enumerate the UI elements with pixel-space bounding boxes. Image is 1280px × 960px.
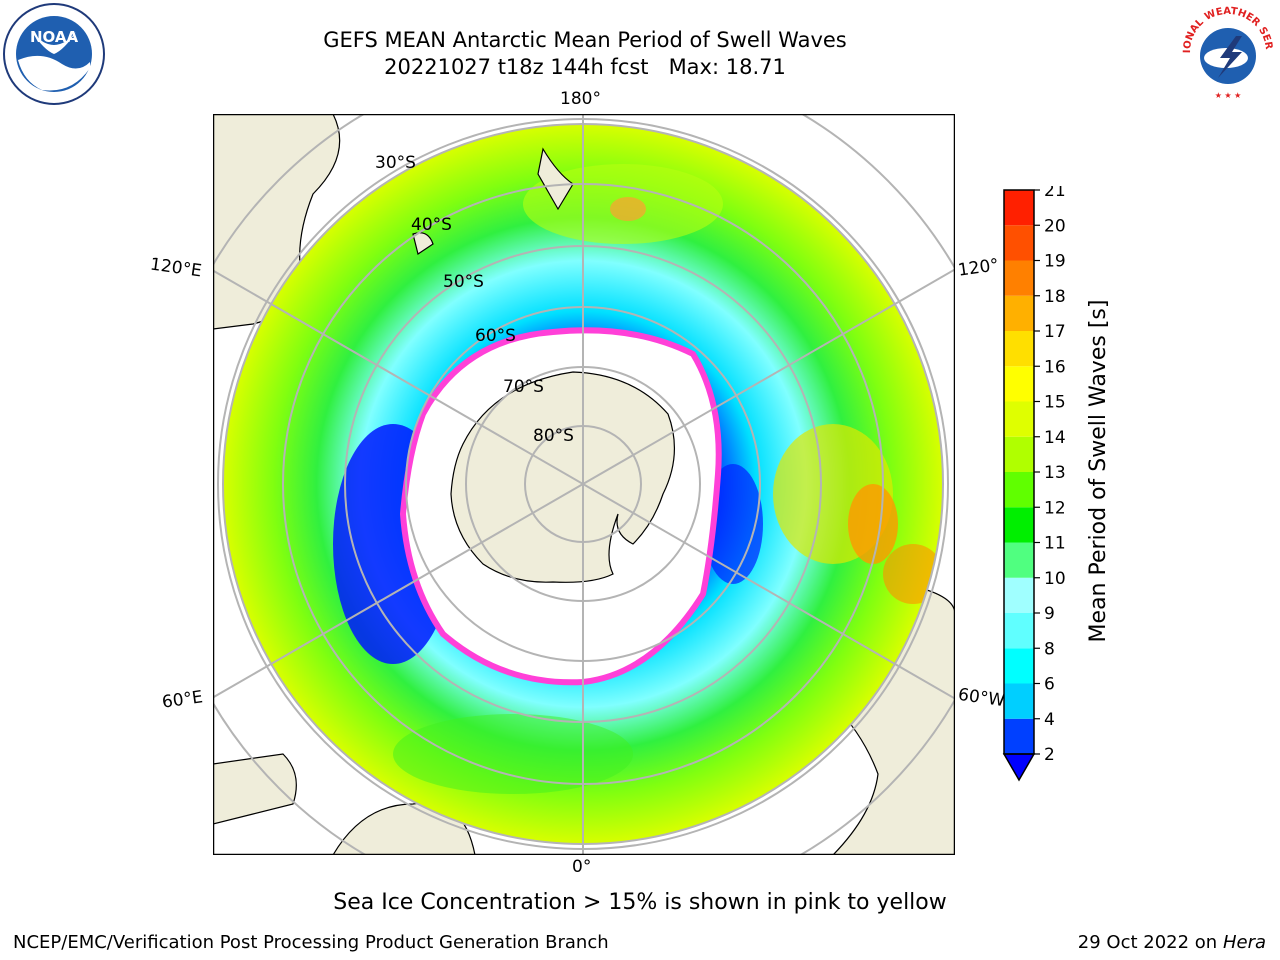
- colorbar-swatch: [1004, 295, 1034, 331]
- map-frame: [213, 114, 955, 855]
- colorbar-swatch: [1004, 190, 1034, 226]
- colorbar-swatch: [1004, 225, 1034, 261]
- graticule: [213, 114, 955, 855]
- colorbar-swatch: [1004, 260, 1034, 296]
- colorbar-swatch: [1004, 613, 1034, 649]
- nws-logo: NATIONAL WEATHER SERVICE ★ ★ ★: [1176, 0, 1278, 102]
- colorbar-swatch: [1004, 331, 1034, 367]
- lat-label-30s: 30°S: [375, 153, 416, 173]
- colorbar-tick-label: 21: [1044, 186, 1066, 201]
- lat-label-70s: 70°S: [503, 377, 544, 397]
- colorbar-tick-label: 18: [1044, 287, 1066, 307]
- colorbar-swatch: [1004, 683, 1034, 719]
- lon-label-60w: 60°W: [956, 684, 1007, 712]
- colorbar-swatch: [1004, 366, 1034, 402]
- colorbar-tick-label: 20: [1044, 216, 1066, 236]
- colorbar-label: Mean Period of Swell Waves [s]: [1086, 300, 1111, 643]
- lat-label-80s: 80°S: [533, 426, 574, 446]
- colorbar-tick-label: 9: [1044, 604, 1055, 624]
- colorbar-tick-label: 14: [1044, 428, 1066, 448]
- footer-credit: NCEP/EMC/Verification Post Processing Pr…: [13, 932, 609, 953]
- colorbar-swatch: [1004, 472, 1034, 508]
- svg-text:★ ★ ★: ★ ★ ★: [1215, 91, 1242, 100]
- antarctica: [399, 327, 722, 686]
- colorbar-swatch: [1004, 436, 1034, 472]
- colorbar-tick-label: 15: [1044, 393, 1066, 413]
- lon-label-120e: 120°E: [148, 254, 203, 282]
- lon-label-120w: 120°: [956, 255, 1001, 281]
- lat-label-60s: 60°S: [475, 326, 516, 346]
- colorbar-swatch: [1004, 577, 1034, 613]
- colorbar: 2 4 6 8 9 10 11 12 13 14 15 16 17 18 19 20 21 Mean Perio…: [1002, 186, 1111, 782]
- lon-label-0: 0°: [572, 857, 592, 877]
- lat-label-40s: 40°S: [411, 215, 452, 235]
- colorbar-swatch: [1004, 542, 1034, 578]
- colorbar-swatch: [1004, 401, 1034, 437]
- colorbar-tick-label: 16: [1044, 357, 1066, 377]
- colorbar-tick-label: 4: [1044, 710, 1055, 730]
- lon-label-60e: 60°E: [160, 687, 205, 713]
- lon-label-180: 180°: [560, 89, 601, 109]
- colorbar-swatch: [1004, 507, 1034, 543]
- colorbar-tick-label: 6: [1044, 675, 1055, 695]
- footer-date: 29 Oct 2022 on Hera: [1078, 932, 1266, 953]
- plot-title: GEFS MEAN Antarctic Mean Period of Swell…: [323, 28, 847, 52]
- plot-subtitle: 20221027 t18z 144h fcst Max: 18.71: [384, 55, 786, 79]
- colorbar-tick-label: 17: [1044, 322, 1066, 342]
- footer-date-text: 29 Oct 2022 on: [1077, 932, 1223, 953]
- colorbar-tick-label: 10: [1044, 569, 1066, 589]
- colorbar-extend-arrow: [1002, 753, 1036, 782]
- colorbar-tick-label: 12: [1044, 498, 1066, 518]
- colorbar-tick-label: 19: [1044, 252, 1066, 272]
- colorbar-tick-label: 13: [1044, 463, 1066, 483]
- sea-ice-caption: Sea Ice Concentration > 15% is shown in …: [333, 890, 947, 915]
- colorbar-swatch: [1004, 648, 1034, 684]
- colorbar-tick-label: 8: [1044, 639, 1055, 659]
- colorbar-swatch: [1004, 718, 1034, 754]
- colorbar-tick-label: 11: [1044, 534, 1066, 554]
- noaa-logo: NOAA: [3, 3, 105, 105]
- footer-machine: Hera: [1222, 932, 1266, 953]
- lat-label-50s: 50°S: [443, 272, 484, 292]
- colorbar-tick-label: 2: [1044, 745, 1055, 765]
- noaa-logo-text: NOAA: [30, 28, 79, 46]
- latitude-labels: 30°S 40°S 50°S 60°S 70°S 80°S: [375, 153, 574, 446]
- polar-map: 30°S 40°S 50°S 60°S 70°S 80°S: [213, 114, 955, 855]
